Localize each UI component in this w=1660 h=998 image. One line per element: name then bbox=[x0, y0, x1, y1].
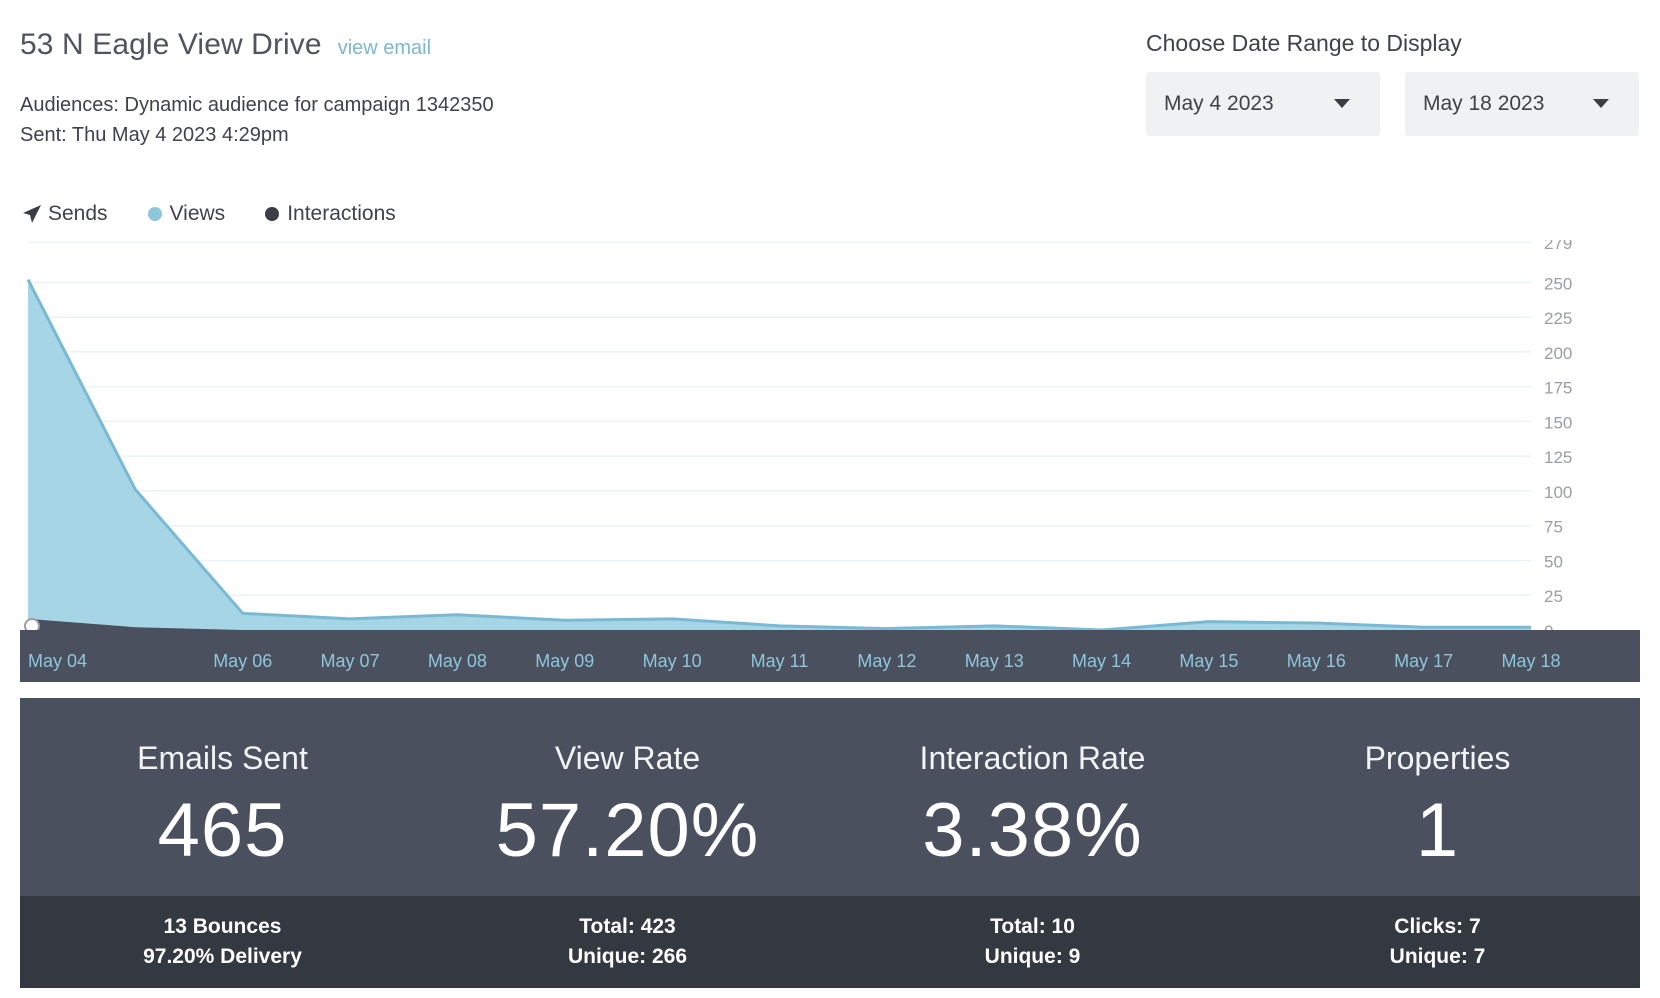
x-axis-bar bbox=[20, 630, 1640, 682]
x-tick-label: May 17 bbox=[1394, 651, 1453, 671]
views-series-line bbox=[26, 278, 1531, 632]
y-tick-label: 25 bbox=[1544, 587, 1563, 606]
stat-interaction-rate: Interaction Rate 3.38% bbox=[830, 698, 1235, 874]
y-tick-label: 75 bbox=[1544, 518, 1563, 537]
y-tick-label: 200 bbox=[1544, 344, 1572, 363]
x-tick-label: May 11 bbox=[751, 651, 809, 671]
audiences-text: Audiences: Dynamic audience for campaign… bbox=[20, 94, 494, 116]
view-email-link[interactable]: view email bbox=[337, 37, 432, 59]
date-end-select[interactable]: May 18 2023 bbox=[1405, 72, 1639, 136]
stat-value: 1 bbox=[1415, 788, 1460, 873]
x-tick-label: May 14 bbox=[1072, 651, 1131, 671]
stat-detail-line: 97.20% Delivery bbox=[143, 945, 302, 968]
date-end-value: May 18 2023 bbox=[1423, 92, 1545, 115]
x-tick-label: May 18 bbox=[1501, 651, 1560, 671]
y-tick-label: 225 bbox=[1544, 309, 1572, 328]
stat-detail-interactions: Total: 10 Unique: 9 bbox=[830, 912, 1235, 972]
campaign-meta: Audiences: Dynamic audience for campaign… bbox=[20, 90, 494, 150]
y-tick-label: 125 bbox=[1544, 448, 1572, 467]
y-tick-label: 175 bbox=[1544, 379, 1572, 398]
date-start-select[interactable]: May 4 2023 bbox=[1146, 72, 1380, 136]
stat-emails-sent: Emails Sent 465 bbox=[20, 698, 425, 874]
chevron-down-icon bbox=[1593, 99, 1609, 108]
x-tick-label: May 04 bbox=[28, 651, 87, 671]
date-start-value: May 4 2023 bbox=[1164, 92, 1274, 115]
interactions-series-area bbox=[28, 618, 1531, 630]
legend-sends-label: Sends bbox=[48, 202, 108, 225]
stat-label: Emails Sent bbox=[137, 740, 308, 776]
stat-value: 3.38% bbox=[922, 788, 1143, 873]
chevron-down-icon bbox=[1334, 99, 1350, 108]
x-tick-label: May 15 bbox=[1179, 651, 1238, 671]
sent-text: Sent: Thu May 4 2023 4:29pm bbox=[20, 124, 289, 146]
stat-view-rate: View Rate 57.20% bbox=[425, 698, 830, 874]
stat-detail-line: Unique: 266 bbox=[567, 945, 688, 968]
title-row: 53 N Eagle View Drive view email bbox=[20, 28, 431, 62]
activity-chart: 2792502252001751501251007550250May 04May… bbox=[20, 240, 1640, 698]
stat-detail-emails: 13 Bounces 97.20% Delivery bbox=[20, 912, 425, 972]
stat-detail-line: Clicks: 7 bbox=[1394, 915, 1481, 938]
x-tick-label: May 08 bbox=[428, 651, 487, 671]
interactions-dot-icon bbox=[265, 207, 280, 221]
chart-legend: Sends Views Interactions bbox=[22, 202, 434, 226]
x-tick-label: May 16 bbox=[1287, 651, 1346, 671]
legend-views-label: Views bbox=[169, 202, 226, 225]
x-tick-label: May 12 bbox=[857, 651, 916, 671]
stat-label: Interaction Rate bbox=[919, 740, 1146, 776]
page-title: 53 N Eagle View Drive bbox=[20, 28, 322, 61]
stat-detail-line: 13 Bounces bbox=[163, 915, 282, 938]
paper-plane-icon bbox=[23, 205, 41, 223]
stat-detail-properties: Clicks: 7 Unique: 7 bbox=[1235, 912, 1640, 972]
stat-label: View Rate bbox=[554, 740, 701, 776]
x-tick-label: May 10 bbox=[643, 651, 702, 671]
y-tick-label: 50 bbox=[1544, 552, 1563, 571]
views-series-area bbox=[28, 279, 1531, 630]
x-tick-label: May 09 bbox=[535, 651, 594, 671]
stat-label: Properties bbox=[1364, 740, 1511, 776]
legend-sends[interactable]: Sends bbox=[22, 202, 108, 226]
y-tick-label: 100 bbox=[1544, 483, 1572, 502]
legend-interactions[interactable]: Interactions bbox=[263, 202, 396, 226]
y-tick-label: 250 bbox=[1544, 274, 1572, 293]
legend-views[interactable]: Views bbox=[146, 202, 226, 226]
stat-detail-line: Total: 10 bbox=[990, 915, 1075, 938]
x-tick-label: May 07 bbox=[321, 651, 380, 671]
stat-detail-line: Unique: 9 bbox=[984, 945, 1081, 968]
stats-detail-bar: 13 Bounces 97.20% Delivery Total: 423 Un… bbox=[20, 896, 1640, 988]
date-range-label: Choose Date Range to Display bbox=[1146, 30, 1462, 56]
stats-panel: Emails Sent 465 View Rate 57.20% Interac… bbox=[20, 698, 1640, 896]
x-tick-label: May 13 bbox=[965, 651, 1024, 671]
activity-chart-svg: 2792502252001751501251007550250May 04May… bbox=[20, 240, 1640, 682]
y-tick-label: 279 bbox=[1544, 240, 1572, 253]
stat-value: 465 bbox=[157, 788, 288, 873]
stat-detail-line: Total: 423 bbox=[579, 915, 676, 938]
stat-detail-views: Total: 423 Unique: 266 bbox=[425, 912, 830, 972]
views-dot-icon bbox=[147, 207, 162, 221]
stat-properties: Properties 1 bbox=[1235, 698, 1640, 874]
y-tick-label: 150 bbox=[1544, 413, 1572, 432]
stat-value: 57.20% bbox=[495, 788, 760, 873]
stat-detail-line: Unique: 7 bbox=[1389, 945, 1486, 968]
legend-interactions-label: Interactions bbox=[287, 202, 396, 225]
x-tick-label: May 06 bbox=[213, 651, 272, 671]
